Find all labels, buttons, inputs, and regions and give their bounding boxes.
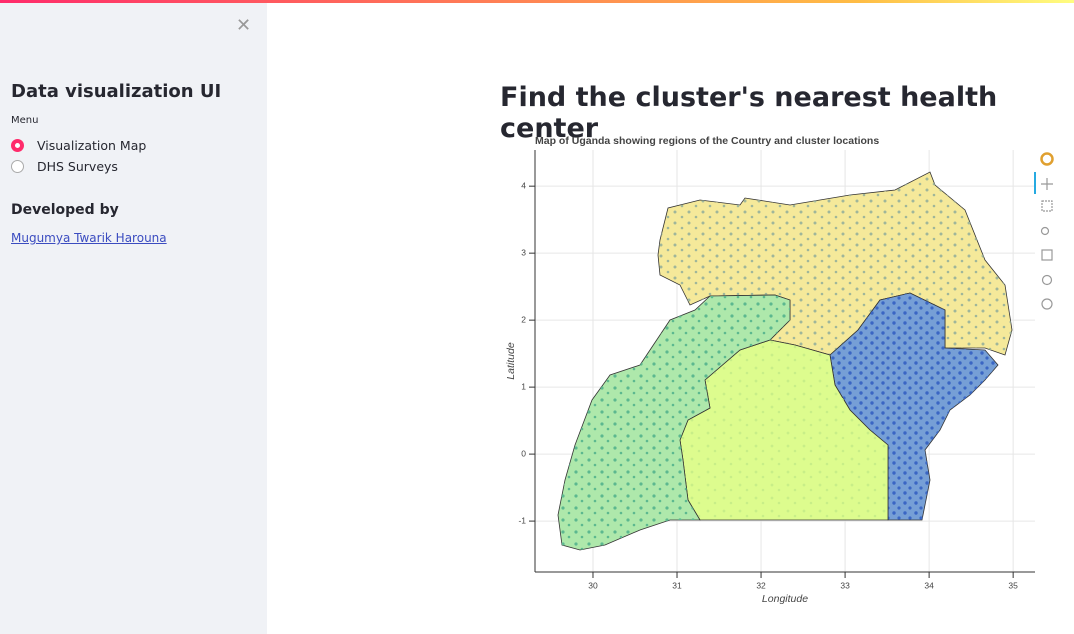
top-decoration	[0, 0, 1074, 3]
region-east-dots	[830, 293, 998, 520]
chart-title: Map of Uganda showing regions of the Cou…	[535, 135, 879, 147]
y-tick-label: 4	[521, 180, 526, 190]
x-tick-label: 33	[840, 580, 850, 590]
y-tick-label: -1	[518, 515, 526, 525]
regions	[557, 171, 1013, 551]
y-tick-label: 2	[521, 314, 526, 324]
main-heading: Find the cluster's nearest health center	[500, 82, 998, 144]
pan-tool[interactable]	[1041, 178, 1053, 190]
radio-button[interactable]	[11, 160, 24, 173]
region-north-dots	[658, 172, 1012, 355]
reset-tool[interactable]	[1041, 274, 1053, 286]
radio-button[interactable]	[11, 139, 24, 152]
y-tick-label: 1	[521, 381, 526, 391]
menu-option[interactable]: DHS Surveys	[37, 159, 118, 174]
toolbar	[1034, 152, 1054, 310]
x-tick-label: 34	[924, 580, 934, 590]
y-tick-label: 3	[521, 247, 526, 257]
y-tick-label: 0	[521, 448, 526, 458]
x-tick-label: 32	[756, 580, 766, 590]
sidebar: ✕ Data visualization UI Menu Visualizati…	[0, 3, 267, 634]
save-tool[interactable]	[1041, 249, 1053, 261]
help-tool[interactable]	[1041, 298, 1053, 310]
x-tick-label: 30	[588, 580, 598, 590]
x-tick-label: 35	[1008, 580, 1018, 590]
wheel-zoom-tool[interactable]	[1040, 226, 1050, 236]
author-link[interactable]: Mugumya Twarik Harouna	[11, 231, 167, 245]
box-zoom-tool[interactable]	[1041, 200, 1053, 212]
close-button[interactable]: ✕	[236, 15, 252, 36]
region-west-dots	[558, 295, 790, 550]
y-axis-label: Latitude	[505, 342, 517, 380]
x-axis-label: Longitude	[762, 593, 808, 605]
menu-label: Menu	[11, 115, 39, 126]
menu-option[interactable]: Visualization Map	[37, 138, 147, 153]
region-central-dots	[680, 340, 888, 520]
sidebar-title: Data visualization UI	[11, 81, 222, 102]
x-tick-label: 31	[672, 580, 682, 590]
bokeh-logo[interactable]	[1040, 152, 1054, 166]
developed-by: Developed by	[11, 202, 119, 218]
